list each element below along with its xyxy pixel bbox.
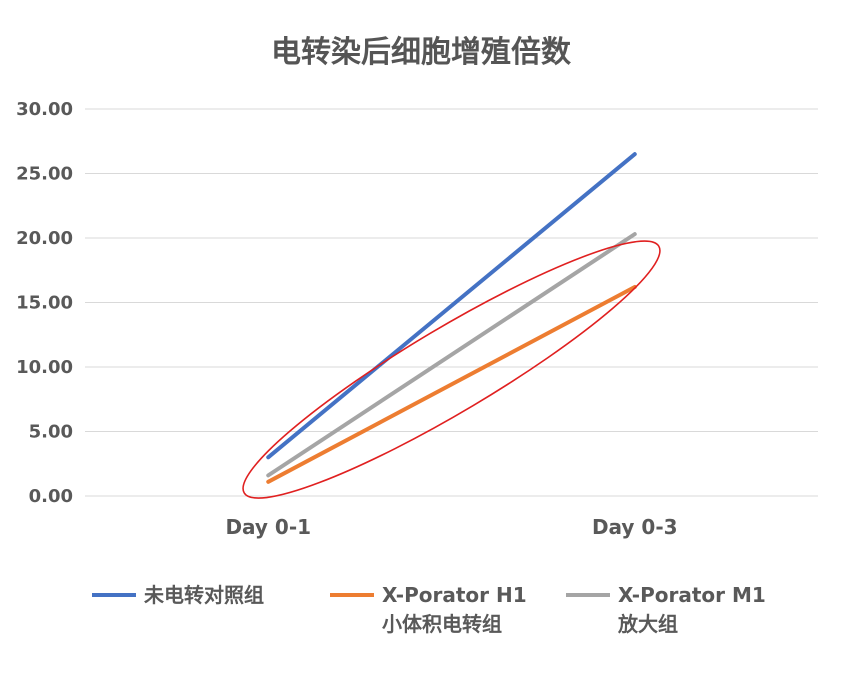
legend-label: 放大组: [617, 612, 678, 636]
legend: 未电转对照组 X-Porator H1 小体积电转组 X-Porator M1 放大组: [92, 583, 766, 636]
y-tick-label: 30.00: [16, 99, 73, 120]
legend-label: 未电转对照组: [144, 583, 264, 607]
y-tick-label: 0.00: [29, 486, 73, 507]
y-tick-label: 15.00: [16, 293, 73, 314]
legend-label: 小体积电转组: [382, 612, 502, 636]
highlight-ellipse: [242, 240, 661, 499]
x-tick-label: Day 0-3: [592, 515, 678, 539]
legend-label: X-Porator H1: [382, 583, 527, 607]
y-tick-label: 25.00: [16, 164, 73, 185]
chart-title: 电转染后细胞增殖倍数: [271, 35, 572, 70]
gridlines: [85, 108, 818, 497]
series-line: [266, 285, 637, 484]
y-tick-label: 20.00: [16, 228, 73, 249]
legend-label: X-Porator M1: [618, 583, 766, 607]
x-axis-ticks: Day 0-1 Day 0-3: [225, 515, 677, 539]
y-tick-label: 5.00: [29, 422, 73, 443]
y-tick-label: 10.00: [16, 357, 73, 378]
series-lines: [266, 152, 637, 484]
series-line: [266, 232, 637, 478]
y-axis-ticks: 0.00 5.00 10.00 15.00 20.00 25.00 30.00: [16, 99, 73, 507]
x-tick-label: Day 0-1: [225, 515, 311, 539]
series-line: [266, 152, 637, 460]
